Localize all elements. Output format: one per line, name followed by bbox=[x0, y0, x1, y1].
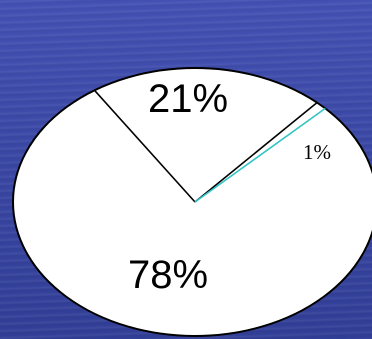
pie-disc bbox=[12, 67, 372, 337]
slice-edge-start-1 bbox=[194, 101, 318, 203]
slice-edge-start-78 bbox=[194, 107, 326, 203]
slice-label-1: 1% bbox=[303, 140, 331, 164]
pie-labels: 21% 1% 78% bbox=[128, 77, 331, 297]
pie-group bbox=[12, 67, 372, 337]
slice-label-78: 78% bbox=[128, 253, 208, 297]
slice-label-21: 21% bbox=[148, 77, 228, 121]
slice-edge-start-21 bbox=[93, 89, 196, 203]
